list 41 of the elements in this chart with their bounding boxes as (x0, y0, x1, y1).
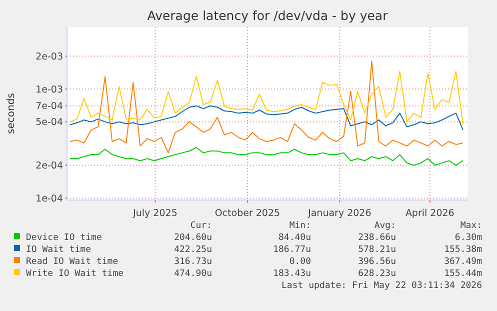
line-series (70, 147, 464, 166)
text: 6.30m (454, 233, 482, 243)
text: 396.56u (358, 257, 396, 267)
y-tick-label: 7e-04 (36, 101, 63, 112)
legend-label: Write IO Wait time (26, 269, 124, 279)
text: 422.25u (174, 245, 212, 255)
x-tick-label: January 2026 (307, 208, 372, 219)
text: 186.77u (273, 245, 311, 255)
x-tick-label: July 2025 (132, 208, 178, 219)
text: 628.23u (358, 269, 396, 279)
line-series (70, 60, 464, 154)
x-tick-label: April 2026 (405, 208, 454, 219)
text: Cur: (190, 221, 212, 231)
text: Avg: (374, 221, 396, 231)
y-tick-label: 5e-04 (36, 117, 63, 128)
text: 0.00 (289, 257, 311, 267)
text: 183.43u (273, 269, 311, 279)
text: 238.66u (358, 233, 396, 243)
text: 316.73u (174, 257, 212, 267)
text: 367.49m (444, 257, 482, 267)
text: 578.21u (358, 245, 396, 255)
line-series (70, 105, 464, 131)
legend-label: Device IO time (26, 233, 102, 243)
legend-label: Read IO Wait time (26, 257, 118, 267)
legend-label: IO Wait time (26, 245, 92, 255)
text: 204.60u (174, 233, 212, 243)
y-tick-label: 2e-04 (36, 160, 63, 172)
y-tick-label: 2e-03 (36, 51, 63, 62)
text: 155.38m (444, 245, 482, 255)
y-axis-title: seconds (6, 93, 17, 134)
text: Last update: Fri May 22 03:11:34 2026 (282, 281, 482, 291)
text: 155.44m (444, 269, 482, 279)
text: 84.40u (278, 233, 311, 243)
text: 474.90u (174, 269, 212, 279)
y-tick-label: 1e-03 (36, 84, 63, 96)
y-tick-label: 1e-04 (36, 193, 63, 204)
line-series (70, 70, 464, 126)
text: Max: (460, 221, 482, 231)
x-tick-label: October 2025 (214, 208, 280, 219)
text: Min: (289, 221, 311, 231)
chart-title: Average latency for /dev/vda - by year (147, 8, 389, 23)
